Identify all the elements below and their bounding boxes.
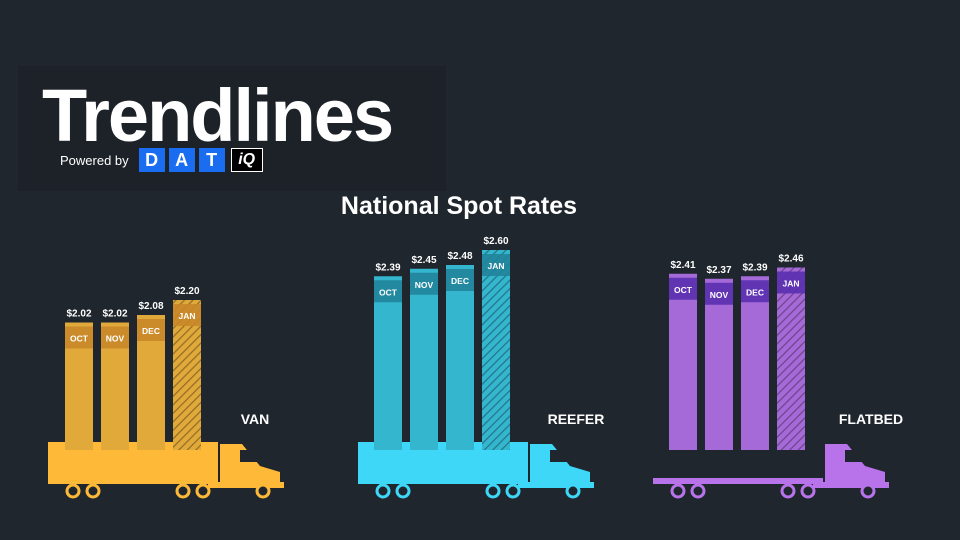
truck-frame	[813, 482, 889, 488]
month-band	[173, 304, 201, 326]
cab-window	[550, 450, 568, 462]
month-label: JAN	[782, 279, 799, 289]
month-label: JAN	[487, 261, 504, 271]
month-band	[410, 272, 438, 295]
month-label: OCT	[70, 334, 89, 344]
value-label: $2.02	[66, 309, 91, 320]
powered-by-label: Powered by	[60, 152, 129, 168]
truck-wheel	[375, 483, 391, 499]
truck-cab	[530, 444, 590, 488]
month-band	[446, 269, 474, 291]
month-label: DEC	[746, 287, 764, 297]
value-label: $2.39	[742, 262, 767, 273]
month-label: NOV	[106, 334, 125, 344]
value-label: $2.41	[670, 260, 695, 271]
truck-wheel	[85, 483, 101, 499]
segment-label: VAN	[241, 411, 270, 427]
truck-wheel	[195, 483, 211, 499]
month-band	[65, 326, 93, 349]
value-label: $2.45	[411, 255, 436, 266]
bar-oct	[374, 276, 402, 450]
truck-wheel	[505, 483, 521, 499]
bar-dec	[446, 265, 474, 450]
bar-hatch-overlay	[777, 267, 805, 450]
truck-wheel	[670, 483, 686, 499]
brand-title: Trendlines	[42, 74, 394, 157]
month-label: OCT	[379, 287, 398, 297]
segment-label: FLATBED	[839, 411, 903, 427]
value-label: $2.37	[706, 265, 731, 276]
month-band	[374, 280, 402, 303]
value-label: $2.60	[483, 236, 508, 247]
truck-cab	[825, 444, 885, 488]
bar-nov	[410, 268, 438, 450]
month-band	[741, 280, 769, 303]
month-band	[101, 326, 129, 349]
month-band	[669, 277, 697, 300]
bar-dec	[741, 276, 769, 450]
chart-reefer: OCT $2.39 NOV $2.45 DEC $2.48 JAN $2.60 REEFER	[358, 236, 605, 499]
logo-letter-t: T	[198, 148, 225, 172]
cab-window	[845, 450, 863, 462]
month-label: DEC	[142, 326, 160, 336]
chart-title: National Spot Rates	[340, 192, 578, 220]
value-label: $2.20	[174, 286, 199, 297]
month-label: NOV	[415, 280, 434, 290]
month-band	[482, 254, 510, 276]
month-label: DEC	[451, 276, 469, 286]
truck-wheel	[780, 483, 796, 499]
truck-frame	[518, 482, 594, 488]
chart-van: OCT $2.02 NOV $2.02 DEC $2.08 JAN $2.20 VAN	[48, 286, 284, 499]
truck-wheel	[690, 483, 706, 499]
chart-flatbed: OCT $2.41 NOV $2.37 DEC $2.39 JAN $2.46 FLATBED	[653, 254, 903, 499]
value-label: $2.48	[447, 251, 472, 262]
value-label: $2.02	[102, 309, 127, 320]
month-label: NOV	[710, 290, 729, 300]
bar-nov	[705, 278, 733, 450]
truck-wheel	[860, 483, 876, 499]
truck-wheel	[255, 483, 271, 499]
truck-wheel	[485, 483, 501, 499]
value-label: $2.39	[375, 262, 400, 273]
truck-cab	[220, 444, 280, 488]
flatbed-deck	[653, 478, 823, 484]
truck-wheel	[800, 483, 816, 499]
month-label: JAN	[178, 311, 195, 321]
logo-iq: iQ	[230, 148, 263, 172]
logo-letter-a: A	[168, 148, 195, 172]
truck-frame	[208, 482, 284, 488]
value-label: $2.46	[778, 254, 803, 265]
bar-hatch-overlay	[482, 250, 510, 450]
month-label: OCT	[674, 285, 693, 295]
logo-letter-d: D	[138, 148, 165, 172]
powered-by-badge: Powered by D A T iQ	[60, 148, 263, 172]
month-band	[137, 319, 165, 341]
truck-wheel	[395, 483, 411, 499]
truck-wheel	[565, 483, 581, 499]
month-band	[705, 282, 733, 305]
segment-label: REEFER	[548, 411, 605, 427]
value-label: $2.08	[138, 301, 163, 312]
truck-wheel	[65, 483, 81, 499]
truck-wheel	[175, 483, 191, 499]
bar-oct	[669, 273, 697, 450]
cab-window	[240, 450, 258, 462]
month-band	[777, 271, 805, 294]
